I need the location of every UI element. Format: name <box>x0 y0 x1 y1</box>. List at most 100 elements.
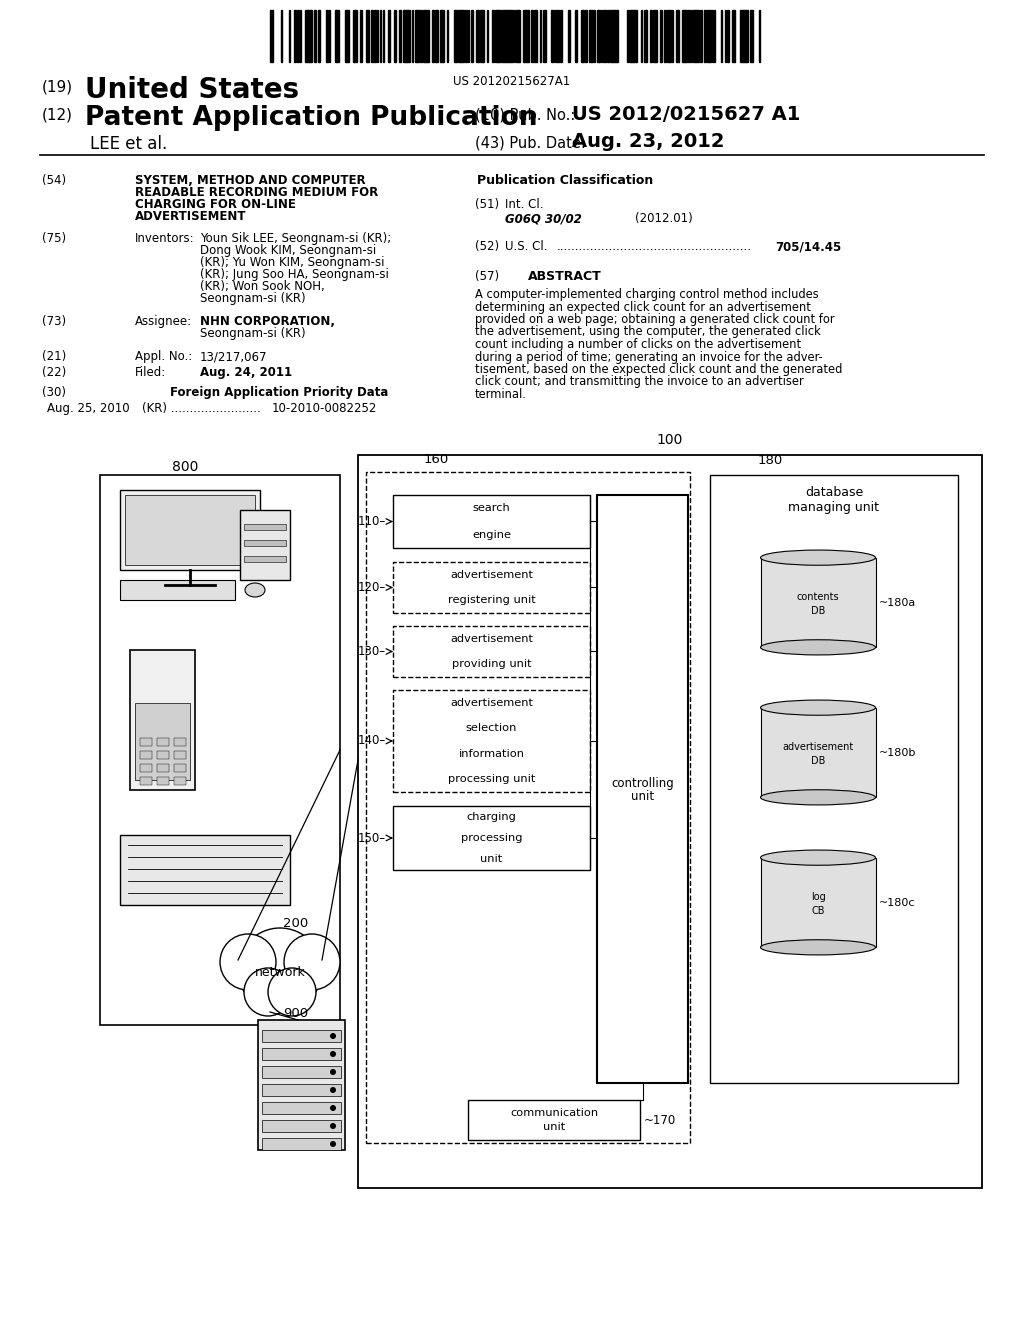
Bar <box>244 524 286 531</box>
Bar <box>511 11 513 62</box>
Text: the advertisement, using the computer, the generated click: the advertisement, using the computer, t… <box>475 326 821 338</box>
Text: (22): (22) <box>42 366 67 379</box>
Bar <box>495 11 497 62</box>
Ellipse shape <box>761 640 876 655</box>
Text: (19): (19) <box>42 81 73 95</box>
Bar <box>407 11 410 62</box>
Bar <box>174 738 186 746</box>
Bar <box>590 11 592 62</box>
Text: Assignee:: Assignee: <box>135 315 193 327</box>
Text: (12): (12) <box>42 108 73 123</box>
Text: network: network <box>255 965 305 978</box>
Text: unit: unit <box>480 854 503 865</box>
Text: (KR); Yu Won KIM, Seongnam-si: (KR); Yu Won KIM, Seongnam-si <box>200 256 384 269</box>
Text: (KR); Won Sook NOH,: (KR); Won Sook NOH, <box>200 280 325 293</box>
Text: US 20120215627A1: US 20120215627A1 <box>454 75 570 88</box>
Bar <box>543 11 546 62</box>
Text: (75): (75) <box>42 232 67 246</box>
Circle shape <box>330 1069 336 1074</box>
Text: SYSTEM, METHOD AND COMPUTER: SYSTEM, METHOD AND COMPUTER <box>135 174 366 187</box>
Text: 100: 100 <box>656 433 683 447</box>
Text: processing unit: processing unit <box>447 775 536 784</box>
Ellipse shape <box>761 700 876 715</box>
Bar <box>581 11 583 62</box>
Bar <box>174 777 186 785</box>
Bar <box>240 510 290 579</box>
Text: count including a number of clicks on the advertisement: count including a number of clicks on th… <box>475 338 801 351</box>
Text: (52): (52) <box>475 240 499 253</box>
Bar <box>140 738 152 746</box>
Text: unit: unit <box>543 1122 565 1133</box>
Bar <box>394 11 396 62</box>
Bar <box>585 11 587 62</box>
Bar <box>305 11 307 62</box>
Bar <box>462 11 464 62</box>
Circle shape <box>330 1086 336 1093</box>
Bar <box>460 11 462 62</box>
Text: 130–: 130– <box>357 645 386 657</box>
Circle shape <box>330 1123 336 1129</box>
Bar <box>524 11 526 62</box>
Text: (73): (73) <box>42 315 67 327</box>
Bar <box>120 579 234 601</box>
Bar <box>531 11 534 62</box>
Circle shape <box>220 935 276 990</box>
Text: tisement, based on the expected click count and the generated: tisement, based on the expected click co… <box>475 363 843 376</box>
Text: Int. Cl.: Int. Cl. <box>505 198 544 211</box>
Bar <box>371 11 373 62</box>
Text: controlling: controlling <box>611 776 674 789</box>
Text: Publication Classification: Publication Classification <box>477 174 653 187</box>
Text: Appl. No.:: Appl. No.: <box>135 350 193 363</box>
Text: CHARGING FOR ON-LINE: CHARGING FOR ON-LINE <box>135 198 296 211</box>
Bar <box>653 11 655 62</box>
Ellipse shape <box>761 789 876 805</box>
Bar <box>270 11 272 62</box>
Text: U.S. Cl.: U.S. Cl. <box>505 240 548 253</box>
Bar <box>345 11 347 62</box>
Text: search: search <box>473 503 510 513</box>
Text: contents: contents <box>797 593 840 602</box>
Text: (51): (51) <box>475 198 499 211</box>
Bar <box>436 11 438 62</box>
Text: 200: 200 <box>283 917 308 931</box>
Bar <box>727 11 729 62</box>
Bar <box>393 626 590 677</box>
Bar <box>309 11 311 62</box>
Bar <box>610 11 612 62</box>
Ellipse shape <box>761 550 876 565</box>
Text: 900: 900 <box>283 1007 308 1020</box>
Bar <box>360 11 362 62</box>
Bar <box>174 764 186 772</box>
Bar <box>551 11 553 62</box>
Bar <box>655 11 657 62</box>
Bar <box>504 11 506 62</box>
Text: during a period of time; generating an invoice for the adver-: during a period of time; generating an i… <box>475 351 822 363</box>
Bar <box>130 649 195 789</box>
Text: Foreign Application Priority Data: Foreign Application Priority Data <box>170 385 388 399</box>
Text: advertisement: advertisement <box>782 742 854 752</box>
Bar <box>135 704 190 780</box>
Text: (2012.01): (2012.01) <box>635 213 693 224</box>
Bar <box>353 11 355 62</box>
Text: 120–: 120– <box>357 581 386 594</box>
Text: LEE et al.: LEE et al. <box>90 135 167 153</box>
Bar <box>597 495 688 1082</box>
Text: Dong Wook KIM, Seongnam-si: Dong Wook KIM, Seongnam-si <box>200 244 376 257</box>
Bar <box>326 11 328 62</box>
Bar <box>669 11 671 62</box>
Circle shape <box>268 968 316 1016</box>
Text: Patent Application Publication: Patent Application Publication <box>85 106 538 131</box>
Bar <box>262 1102 341 1114</box>
Circle shape <box>330 1105 336 1111</box>
Bar <box>374 11 376 62</box>
Text: NHN CORPORATION,: NHN CORPORATION, <box>200 315 335 327</box>
Text: determining an expected click count for an advertisement: determining an expected click count for … <box>475 301 811 314</box>
Bar <box>100 475 340 1026</box>
Bar <box>420 11 422 62</box>
Text: provided on a web page; obtaining a generated click count for: provided on a web page; obtaining a gene… <box>475 313 835 326</box>
Bar <box>262 1030 341 1041</box>
Text: ~170: ~170 <box>644 1114 676 1126</box>
Bar <box>740 11 742 62</box>
Text: log: log <box>811 892 825 903</box>
Text: charging: charging <box>467 812 516 821</box>
